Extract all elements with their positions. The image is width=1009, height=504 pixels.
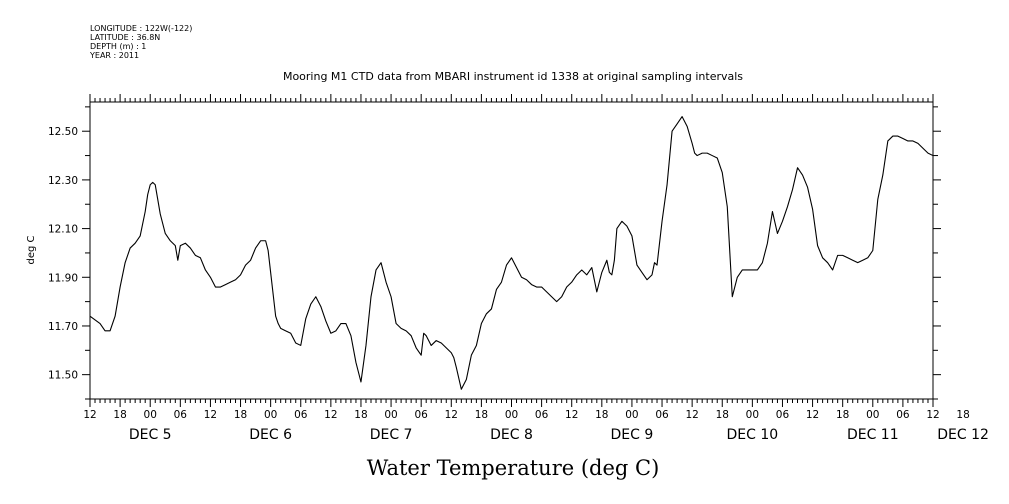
- x-axis-label: Water Temperature (deg C): [367, 456, 660, 480]
- x-tick-label: 06: [414, 409, 428, 421]
- chart-title: Mooring M1 CTD data from MBARI instrumen…: [283, 70, 743, 83]
- x-tick-label: 00: [746, 409, 759, 421]
- x-tick-label: 18: [956, 409, 969, 421]
- x-tick-label: 12: [445, 409, 458, 421]
- year-text: YEAR : 2011: [89, 51, 139, 60]
- y-tick-label: 11.90: [48, 272, 78, 284]
- x-day-label: DEC 11: [847, 427, 899, 443]
- y-axis-label: deg C: [26, 235, 37, 264]
- x-tick-label: 12: [565, 409, 578, 421]
- x-tick-label: 18: [716, 409, 729, 421]
- x-tick-label: 00: [866, 409, 879, 421]
- y-tick-label: 11.50: [48, 370, 78, 382]
- x-tick-label: 18: [475, 409, 488, 421]
- x-day-label: DEC 5: [129, 427, 172, 443]
- x-tick-label: 00: [384, 409, 397, 421]
- x-tick-label: 12: [83, 409, 96, 421]
- x-tick-label: 06: [896, 409, 910, 421]
- depth-text: DEPTH (m) : 1: [90, 42, 146, 51]
- x-tick-label: 18: [836, 409, 849, 421]
- x-day-label: DEC 7: [370, 427, 413, 443]
- x-tick-label: 12: [685, 409, 698, 421]
- x-tick-label: 12: [324, 409, 337, 421]
- x-tick-label: 18: [595, 409, 608, 421]
- x-tick-label: 06: [174, 409, 188, 421]
- x-tick-label: 06: [535, 409, 549, 421]
- x-tick-label: 12: [926, 409, 939, 421]
- x-axis-day-labels: DEC 5 DEC 6 DEC 7 DEC 8 DEC 9 DEC 10 DEC 11 DEC…: [129, 427, 989, 443]
- y-tick-label: 12.30: [48, 175, 78, 187]
- x-tick-label: 00: [505, 409, 518, 421]
- x-axis-hour-labels: 12 18 00 06 12 18 00 06 12 18 00 06 12 18 00 06 12 18 00 06…: [83, 409, 969, 421]
- y-tick-label: 12.10: [48, 224, 78, 236]
- x-tick-label: 00: [625, 409, 638, 421]
- metadata-block: LONGITUDE : 122W(-122) LATITUDE : 36.8N …: [89, 24, 192, 60]
- x-tick-label: 06: [294, 409, 308, 421]
- y-tick-label: 12.50: [48, 126, 78, 138]
- x-tick-label: 18: [354, 409, 367, 421]
- x-tick-label: 12: [204, 409, 217, 421]
- x-day-label: DEC 10: [727, 427, 779, 443]
- latitude-text: LATITUDE : 36.8N: [90, 33, 160, 42]
- x-tick-label: 00: [144, 409, 157, 421]
- x-axis-ticks: [89, 94, 934, 407]
- x-tick-label: 06: [776, 409, 790, 421]
- x-day-label: DEC 8: [490, 427, 533, 443]
- y-axis-ticks: [82, 106, 941, 400]
- x-tick-label: 00: [264, 409, 277, 421]
- water-temperature-line: [89, 116, 934, 390]
- plot-frame: [89, 101, 934, 400]
- x-tick-label: 18: [113, 409, 126, 421]
- x-day-label: DEC 9: [611, 427, 654, 443]
- x-day-label: DEC 6: [249, 427, 292, 443]
- y-axis-tick-labels: 11.50 11.70 11.90 12.10 12.30 12.50: [48, 126, 78, 381]
- x-tick-label: 18: [234, 409, 247, 421]
- longitude-text: LONGITUDE : 122W(-122): [90, 24, 192, 33]
- y-tick-label: 11.70: [48, 321, 78, 333]
- x-tick-label: 06: [655, 409, 669, 421]
- x-day-label: DEC 12: [937, 427, 989, 443]
- x-tick-label: 12: [806, 409, 819, 421]
